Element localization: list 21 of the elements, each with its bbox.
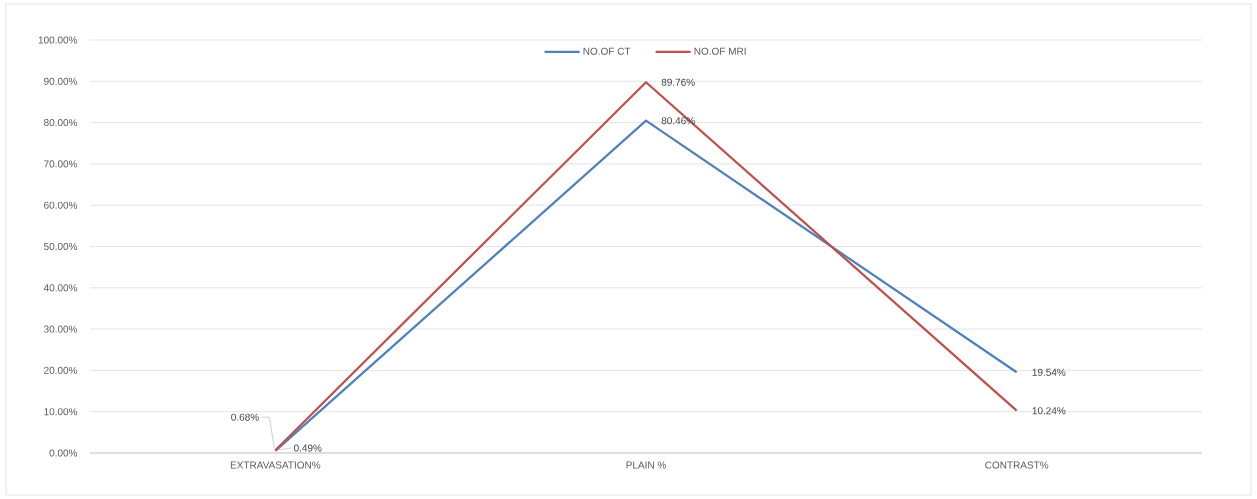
y-tick-label: 60.00% [44,201,78,209]
data-label: 10.24% [1032,407,1066,415]
y-tick-label: 100.00% [38,36,78,44]
y-tick-label: 80.00% [44,119,78,127]
y-tick-label: 0.00% [49,449,78,457]
data-label: 19.54% [1032,368,1066,376]
legend-label: NO.OF MRI [694,47,746,55]
data-label: 0.49% [293,444,322,452]
y-tick-label: 70.00% [44,160,78,168]
y-tick-label: 50.00% [43,242,78,251]
y-tick-label: 90.00% [44,77,78,85]
x-tick-label: EXTRAVASATION% [230,461,321,469]
y-tick-label: 40.00% [43,284,78,292]
y-tick-label: 20.00% [44,366,78,374]
x-tick-label: CONTRAST% [985,461,1049,469]
y-tick-label: 10.00% [44,408,78,416]
data-label: 0.68% [231,413,259,421]
y-tick-label: 30.00% [43,325,78,333]
legend-label: NO.OF CT [583,47,631,55]
data-label: 89.76% [661,78,695,86]
x-tick-label: PLAIN % [626,461,666,469]
